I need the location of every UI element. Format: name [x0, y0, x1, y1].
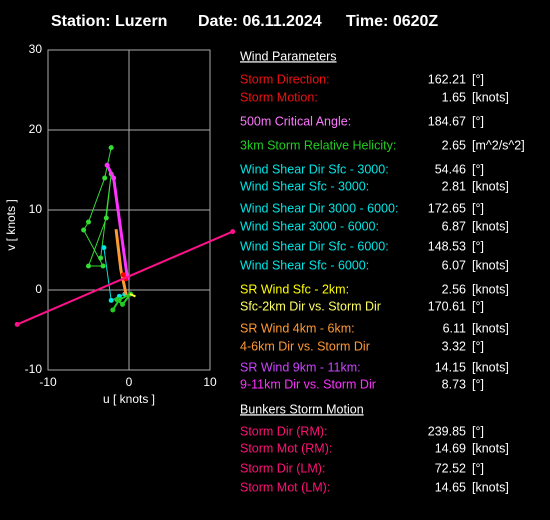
hodograph-point: [103, 215, 109, 221]
param-label: 9-11km Dir vs. Storm Dir: [240, 377, 376, 391]
param-value: 6.07: [442, 258, 466, 272]
param-unit: [°]: [472, 162, 484, 176]
param-label: 500m Critical Angle:: [240, 114, 351, 128]
date: Date: 06.11.2024: [198, 13, 322, 30]
hodograph-line: [114, 229, 129, 297]
time: Time: 0620Z: [346, 13, 438, 30]
hodograph-point: [108, 297, 114, 303]
bunkers-title: Bunkers Storm Motion: [240, 402, 364, 416]
param-label: Storm Motion:: [240, 90, 318, 104]
param-value: 2.81: [442, 179, 466, 193]
param-label: 3km Storm Relative Helicity:: [240, 138, 396, 152]
param-value: 6.87: [442, 219, 466, 233]
x-tick-label: 0: [126, 375, 133, 389]
param-label: SR Wind 9km - 11km:: [240, 360, 361, 374]
hodograph-point: [230, 229, 236, 235]
hodograph-point: [100, 263, 106, 269]
x-tick-label: 10: [203, 375, 217, 389]
param-value: 162.21: [428, 72, 466, 86]
param-unit: [knots]: [472, 480, 509, 494]
param-value: 1.65: [442, 90, 466, 104]
param-value: 3.32: [442, 339, 466, 353]
param-unit: [m^2/s^2]: [472, 138, 525, 152]
param-unit: [°]: [472, 114, 484, 128]
param-value: 54.46: [435, 162, 466, 176]
param-value: 8.73: [442, 377, 466, 391]
param-value: 170.61: [428, 299, 466, 313]
param-label: Wind Shear Sfc - 3000:: [240, 179, 369, 193]
param-unit: [°]: [472, 299, 484, 313]
param-unit: [°]: [472, 72, 484, 86]
hodograph-point: [86, 263, 91, 269]
param-label: Wind Shear 3000 - 6000:: [240, 219, 379, 233]
y-tick-label: 20: [29, 122, 43, 136]
x-tick-label: -10: [39, 375, 57, 389]
param-unit: [°]: [472, 377, 484, 391]
hodograph-point: [81, 227, 87, 233]
station: Station: Luzern: [51, 13, 167, 30]
y-tick-label: 0: [35, 282, 42, 296]
param-value: 14.15: [435, 360, 466, 374]
param-unit: [°]: [472, 339, 484, 353]
param-unit: [knots]: [472, 219, 509, 233]
hodograph-line: [17, 275, 128, 325]
param-unit: [°]: [472, 424, 484, 438]
param-label: Sfc-2km Dir vs. Storm Dir: [240, 299, 381, 313]
param-label: 4-6km Dir vs. Storm Dir: [240, 339, 370, 353]
param-unit: [knots]: [472, 179, 509, 193]
hodograph-point: [111, 175, 117, 181]
x-axis-label: u [ knots ]: [103, 392, 155, 406]
param-unit: [°]: [472, 201, 484, 215]
hodograph-point: [104, 162, 110, 168]
param-value: 6.11: [443, 321, 466, 335]
param-unit: [knots]: [472, 258, 509, 272]
param-value: 172.65: [428, 201, 466, 215]
param-unit: [°]: [472, 461, 484, 475]
param-value: 2.56: [442, 282, 466, 296]
hodograph-point: [120, 272, 126, 278]
y-tick-label: -10: [25, 362, 43, 376]
param-unit: [knots]: [472, 360, 509, 374]
param-value: 2.65: [442, 138, 466, 152]
param-label: Storm Mot (LM):: [240, 480, 330, 494]
param-value: 14.65: [435, 480, 466, 494]
param-unit: [knots]: [472, 282, 509, 296]
param-label: Storm Direction:: [240, 72, 330, 86]
param-value: 184.67: [428, 114, 466, 128]
param-label: Storm Mot (RM):: [240, 441, 332, 455]
param-unit: [knots]: [472, 321, 509, 335]
param-value: 14.69: [435, 441, 466, 455]
y-axis-label: v [ knots ]: [4, 199, 18, 250]
hodograph-point: [102, 175, 108, 181]
hodograph-point: [108, 145, 114, 151]
param-label: Wind Shear Dir Sfc - 3000:: [240, 162, 389, 176]
hodograph-point: [98, 255, 104, 261]
param-label: Wind Shear Dir 3000 - 6000:: [240, 201, 398, 215]
param-label: SR Wind 4km - 6km:: [240, 321, 355, 335]
param-label: Storm Dir (RM):: [240, 424, 328, 438]
param-unit: [°]: [472, 239, 484, 253]
hodograph-point: [110, 307, 116, 313]
param-label: Wind Shear Dir Sfc - 6000:: [240, 239, 389, 253]
hodograph-line: [129, 293, 136, 298]
param-value: 148.53: [428, 239, 466, 253]
param-unit: [knots]: [472, 441, 509, 455]
hodograph-point: [114, 297, 120, 303]
param-label: Storm Dir (LM):: [240, 461, 325, 475]
param-label: SR Wind Sfc - 2km:: [240, 282, 349, 296]
parameters-title: Wind Parameters: [240, 49, 337, 63]
param-unit: [knots]: [472, 90, 509, 104]
hodograph-point: [120, 301, 126, 307]
hodograph-point: [86, 219, 91, 225]
y-tick-label: 10: [29, 202, 43, 216]
hodograph-point: [101, 245, 107, 251]
param-value: 239.85: [428, 424, 466, 438]
param-label: Wind Shear Sfc - 6000:: [240, 258, 369, 272]
param-value: 72.52: [435, 461, 466, 475]
y-tick-label: 30: [29, 42, 43, 56]
